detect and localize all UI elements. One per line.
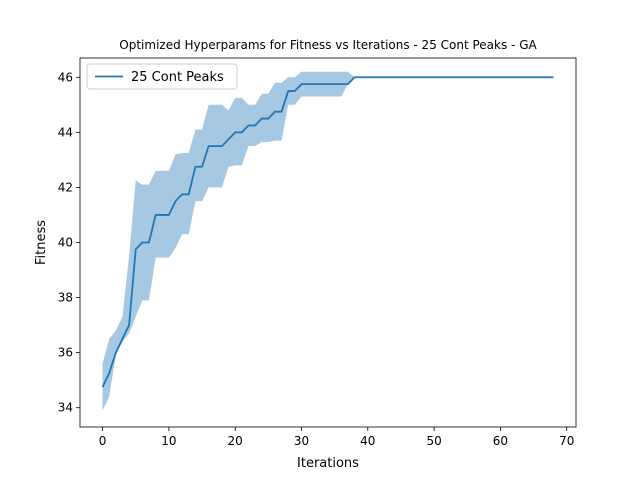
x-tick-label: 20	[228, 434, 243, 448]
mean-line	[101, 76, 554, 388]
legend: 25 Cont Peaks	[86, 63, 238, 90]
axes-frame	[79, 57, 577, 428]
plot-area	[101, 71, 554, 411]
x-tick-label: 0	[99, 434, 107, 448]
y-axis-label: Fitness	[34, 220, 49, 265]
legend-box	[86, 63, 238, 90]
y-tick-label: 42	[58, 180, 73, 194]
confidence-band	[102, 71, 554, 411]
x-tick-label: 50	[426, 434, 441, 448]
y-tick-label: 46	[58, 70, 73, 84]
y-tick-label: 40	[58, 236, 73, 250]
axis-ticks: 0 10 20 30 40 50 60 70 34 36 38 40 42 44 46	[58, 70, 575, 448]
y-tick-label: 44	[58, 125, 73, 139]
y-tick-label: 34	[58, 401, 73, 415]
y-tick-label: 38	[58, 291, 73, 305]
legend-label: 25 Cont Peaks	[131, 70, 224, 85]
x-tick-label: 60	[493, 434, 508, 448]
x-axis-label: Iterations	[297, 456, 359, 471]
x-tick-label: 10	[161, 434, 176, 448]
x-tick-label: 30	[294, 434, 309, 448]
x-tick-label: 40	[360, 434, 375, 448]
x-tick-label: 70	[559, 434, 574, 448]
y-tick-label: 36	[58, 346, 73, 360]
chart-title: Optimized Hyperparams for Fitness vs Ite…	[119, 38, 537, 52]
